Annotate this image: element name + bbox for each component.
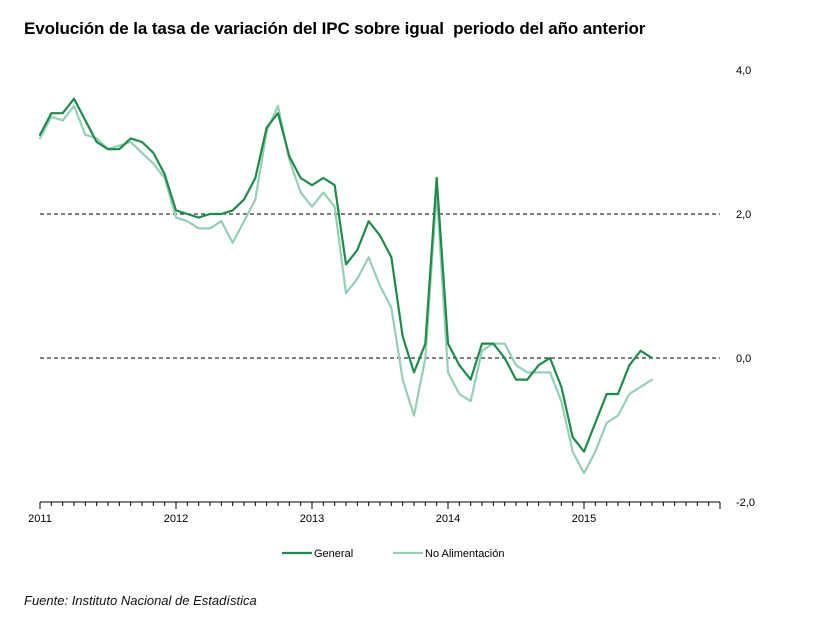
x-tick-label: 2012 xyxy=(164,513,188,525)
series-lines xyxy=(38,97,654,475)
source-note: Fuente: Instituto Nacional de Estadístic… xyxy=(24,593,257,608)
x-tick-label: 2013 xyxy=(300,513,324,525)
x-tick-label: 2014 xyxy=(436,513,460,525)
y-tick-label: -2,0 xyxy=(736,497,755,509)
legend-label: No Alimentación xyxy=(425,548,505,560)
x-tick-labels: 2011 2012 2013 2014 2015 xyxy=(28,513,596,525)
legend-label: General xyxy=(314,548,353,560)
series-line-general xyxy=(38,97,654,453)
x-tick-label: 2011 xyxy=(28,513,52,525)
series-line-no-alimentacion xyxy=(38,104,654,475)
y-tick-label: 2,0 xyxy=(736,209,751,221)
y-tick-labels: -2,0 0,0 2,0 4,0 xyxy=(736,65,755,509)
x-tick-label: 2015 xyxy=(572,513,596,525)
chart-title: Evolución de la tasa de variación del IP… xyxy=(24,19,646,38)
y-tick-label: 0,0 xyxy=(736,353,751,365)
x-ticks xyxy=(39,502,721,509)
reference-lines xyxy=(40,213,720,359)
legend: General No Alimentación xyxy=(282,548,505,560)
y-tick-label: 4,0 xyxy=(736,65,751,77)
